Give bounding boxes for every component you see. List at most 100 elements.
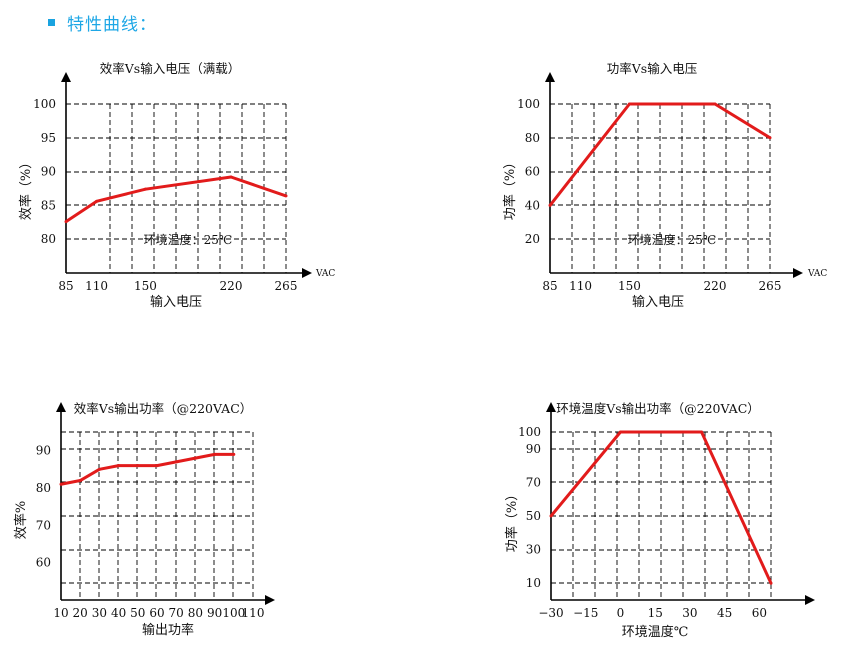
series-line — [548, 102, 771, 207]
y-tick-label: 85 — [41, 198, 56, 212]
data-point — [232, 452, 236, 456]
y-tick-label: 90 — [526, 442, 541, 456]
y-tick-label: 30 — [526, 543, 541, 557]
data-point — [713, 102, 717, 106]
chart-title: 效率Vs输出功率（@220VAC） — [74, 401, 253, 416]
data-point — [229, 175, 233, 179]
series-line — [65, 175, 287, 223]
grid — [550, 431, 772, 600]
y-axis-arrow-icon — [546, 402, 556, 412]
x-axis-label: 环境温度℃ — [622, 624, 689, 640]
y-tick-label: 60 — [525, 165, 540, 179]
chart-title: 环境温度Vs输出功率（@220VAC） — [556, 401, 760, 416]
x-tick-label: 265 — [275, 279, 298, 293]
annotation: 环境温度：25℃ — [628, 232, 717, 247]
data-point — [136, 464, 140, 468]
x-unit-label: VAC — [315, 269, 335, 279]
chart-1: 效率Vs输入电压（满载） 80 85 90 95 100 85 110 150 220 265 输入电… — [18, 61, 335, 310]
y-axis-label: 功率（%） — [502, 156, 518, 220]
x-tick-label: 90 — [207, 606, 222, 620]
section-title: 特性曲线： — [67, 14, 157, 35]
data-point — [97, 467, 101, 471]
x-unit-label: VAC — [807, 269, 827, 279]
x-axis-arrow-icon — [302, 268, 312, 278]
y-axis-label: 效率（%） — [18, 156, 34, 220]
x-axis-label: 输出功率 — [142, 622, 194, 638]
x-tick-label: 110 — [242, 606, 265, 620]
y-tick-label: 10 — [526, 576, 541, 590]
data-point — [193, 456, 197, 460]
data-point — [627, 102, 631, 106]
x-tick-label: 45 — [717, 606, 732, 620]
chart-4: 环境温度Vs输出功率（@220VAC） 10 30 50 70 90 100 −30 −15 0 1… — [504, 401, 815, 640]
data-point — [78, 479, 82, 483]
x-tick-label: 60 — [752, 606, 767, 620]
x-tick-label: 110 — [569, 279, 592, 293]
y-tick-label: 80 — [36, 481, 51, 495]
x-tick-label: 70 — [169, 606, 184, 620]
x-tick-label: 220 — [704, 279, 727, 293]
y-axis-arrow-icon — [61, 72, 71, 82]
series-line — [60, 452, 234, 486]
x-tick-label: 85 — [542, 279, 557, 293]
data-point — [618, 430, 622, 434]
y-axis-label: 功率（%） — [504, 488, 520, 552]
x-tick-label: −30 — [538, 606, 563, 620]
y-tick-label: 60 — [36, 556, 51, 570]
grid — [549, 103, 771, 273]
data-point — [284, 194, 288, 198]
y-tick-label: 40 — [525, 198, 540, 212]
series-line — [549, 430, 773, 584]
chart-2: 功率Vs输入电压 20 40 60 80 100 85 110 150 220 265 输入电压 功率（… — [502, 61, 827, 310]
y-axis-label: 效率% — [13, 501, 29, 539]
grid — [65, 103, 287, 273]
y-axis-arrow-icon — [56, 402, 66, 412]
x-tick-label: 0 — [617, 606, 625, 620]
data-point — [700, 430, 704, 434]
x-tick-label: 265 — [759, 279, 782, 293]
x-tick-label: 220 — [220, 279, 243, 293]
x-tick-label: 40 — [111, 606, 126, 620]
chart-title: 功率Vs输入电压 — [607, 61, 697, 76]
y-tick-label: 100 — [33, 97, 56, 111]
data-point — [769, 581, 773, 585]
x-axis-arrow-icon — [793, 268, 803, 278]
x-tick-label: 80 — [188, 606, 203, 620]
x-tick-label: 150 — [618, 279, 641, 293]
y-tick-label: 100 — [517, 97, 540, 111]
x-tick-label: 150 — [134, 279, 157, 293]
x-tick-label: −15 — [573, 606, 598, 620]
data-point — [59, 482, 63, 486]
data-point — [548, 203, 552, 207]
y-tick-label: 90 — [36, 444, 51, 458]
y-tick-label: 100 — [518, 425, 541, 439]
y-tick-label: 20 — [525, 232, 540, 246]
chart-title: 效率Vs输入电压（满载） — [100, 61, 240, 76]
data-point — [64, 220, 68, 224]
x-axis-arrow-icon — [265, 595, 275, 605]
x-tick-label: 100 — [222, 606, 245, 620]
y-tick-label: 80 — [41, 232, 56, 246]
data-point — [155, 464, 159, 468]
y-tick-label: 95 — [41, 131, 56, 145]
grid — [60, 431, 254, 600]
x-axis-label: 输入电压 — [150, 294, 202, 310]
data-point — [117, 464, 121, 468]
section-header: 特性曲线： — [48, 8, 157, 36]
y-axis-arrow-icon — [545, 72, 555, 82]
square-bullet-icon — [48, 18, 55, 26]
annotation: 环境温度：25℃ — [144, 232, 233, 247]
data-point — [213, 452, 217, 456]
y-tick-label: 90 — [41, 165, 56, 179]
chart-3: 效率Vs输出功率（@220VAC） 60 70 80 90 10 20 30 40 50 60 70 8… — [13, 401, 275, 638]
x-tick-label: 30 — [682, 606, 697, 620]
y-tick-label: 70 — [36, 518, 51, 532]
x-tick-label: 15 — [648, 606, 663, 620]
x-axis-label: 输入电压 — [632, 294, 684, 310]
y-tick-label: 80 — [525, 131, 540, 145]
x-tick-label: 20 — [73, 606, 88, 620]
x-tick-label: 30 — [92, 606, 107, 620]
y-tick-label: 70 — [526, 475, 541, 489]
data-point — [95, 199, 99, 203]
